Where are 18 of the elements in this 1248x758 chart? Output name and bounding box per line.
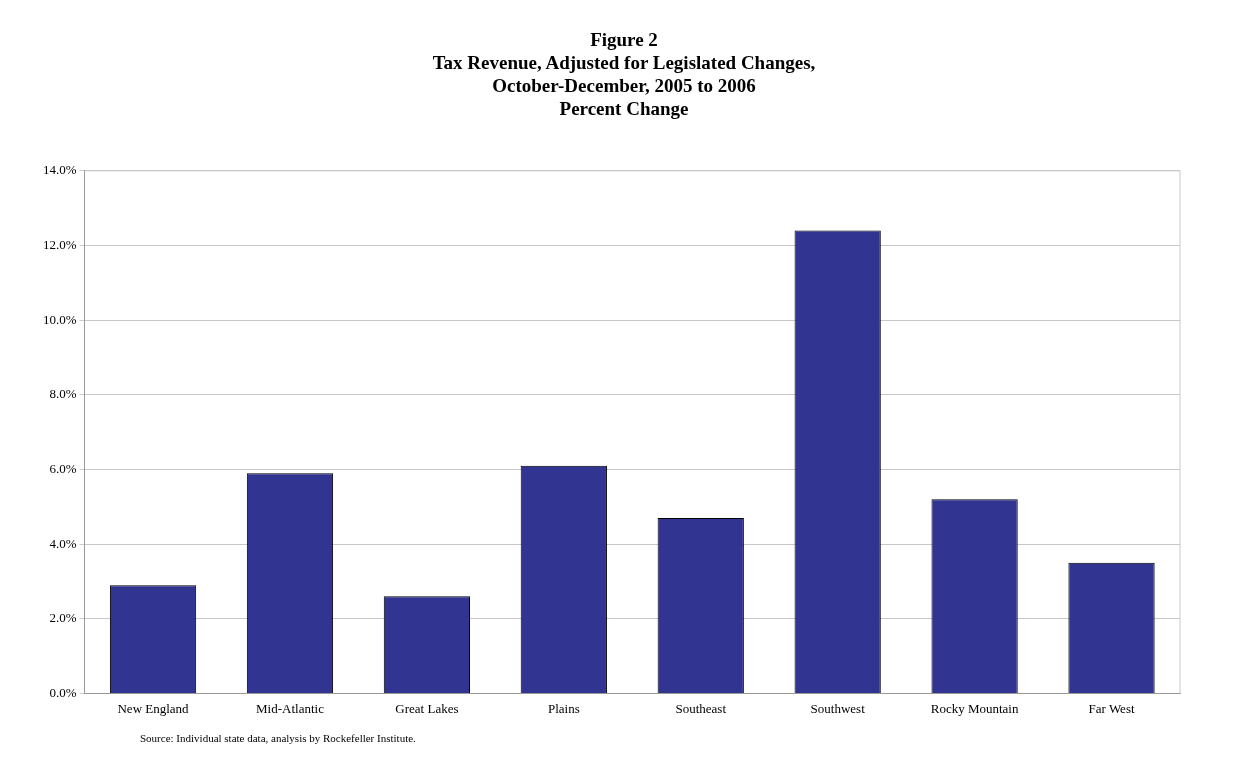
x-tick-label: Southwest	[810, 700, 866, 716]
chart-title: Figure 2 Tax Revenue, Adjusted for Legislated Changes, October-December, 2005 to 2006 Percent Change	[431, 28, 817, 120]
x-tick-label: Far West	[1088, 700, 1135, 716]
x-tick-label: Southeast	[675, 700, 727, 716]
y-tick-label: 12.0%	[42, 236, 77, 252]
x-tick-label: Mid-Atlantic	[256, 700, 325, 716]
y-tick-label: 14.0%	[42, 162, 77, 178]
y-tick-label: 6.0%	[49, 460, 77, 476]
x-tick-label: New England	[117, 700, 190, 716]
y-tick-label: 0.0%	[49, 684, 77, 700]
y-tick-label: 10.0%	[42, 311, 77, 327]
source-note: Source: Individual state data, analysis by Rockefeller Institute.	[140, 732, 416, 744]
y-tick-label: 8.0%	[49, 386, 77, 402]
x-tick-label: Great Lakes	[395, 700, 459, 716]
y-tick-label: 2.0%	[49, 610, 77, 626]
x-tick-label: Rocky Mountain	[930, 700, 1019, 716]
x-tick-label: Plains	[547, 700, 580, 716]
y-tick-label: 4.0%	[49, 535, 77, 551]
